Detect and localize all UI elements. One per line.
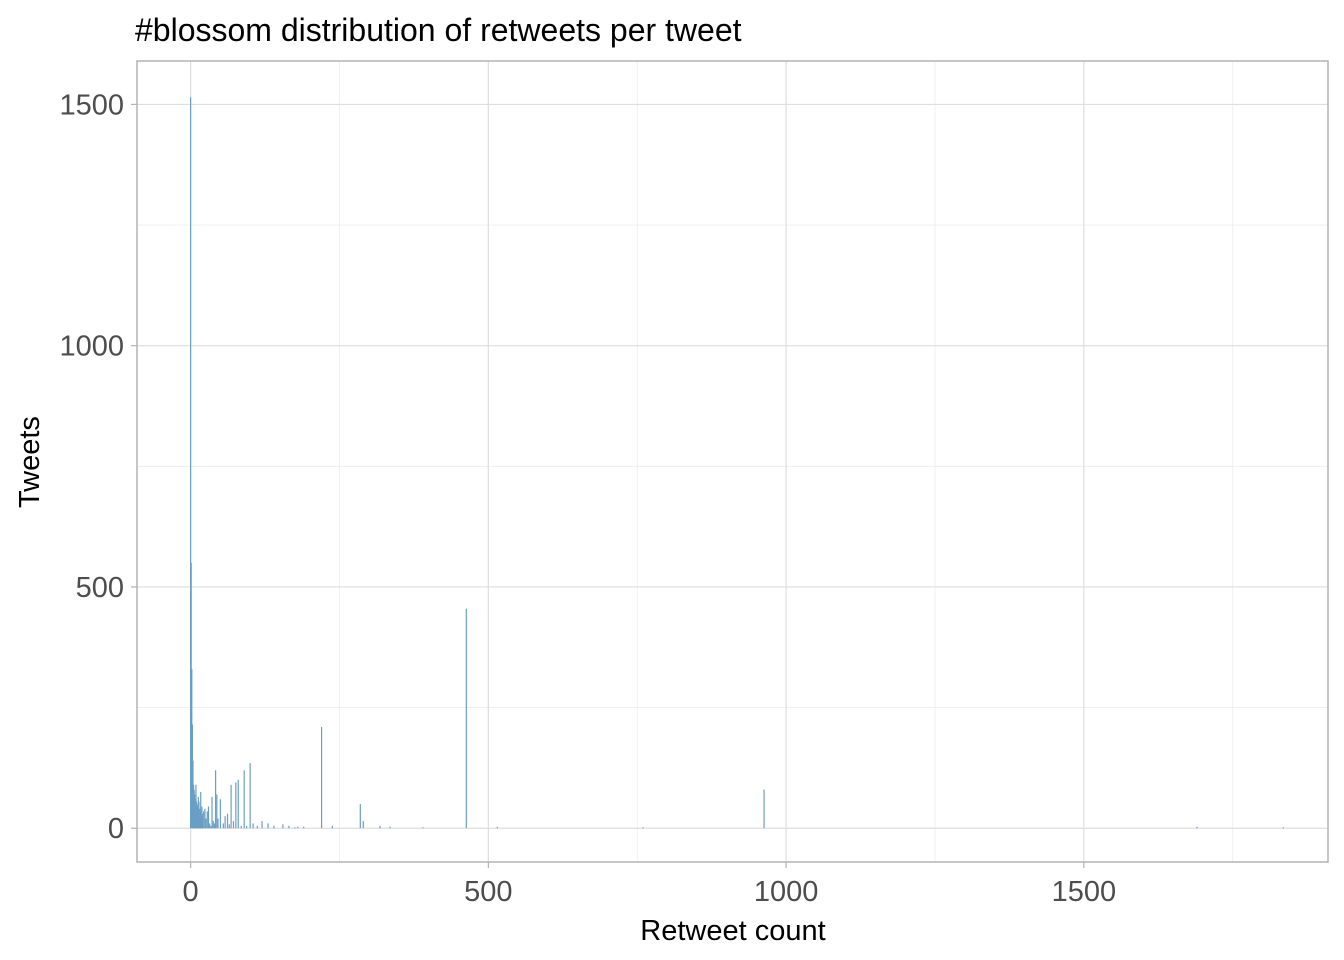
bar (1282, 827, 1284, 829)
plot-panel (136, 60, 1329, 863)
bar (216, 794, 218, 829)
bar (379, 825, 381, 829)
y-axis-title: Tweets (14, 416, 46, 508)
bar (206, 811, 208, 829)
bar-series (190, 97, 1284, 829)
bar (249, 763, 251, 829)
bar (224, 816, 226, 829)
bar (267, 823, 269, 829)
bar (256, 825, 258, 829)
bar (230, 784, 232, 829)
bar (203, 811, 205, 829)
y-tick-label: 0 (108, 813, 124, 845)
bar (217, 818, 219, 829)
bar (235, 782, 237, 829)
bar (205, 818, 207, 829)
bar (359, 804, 361, 829)
x-tick-label: 0 (183, 876, 199, 908)
bar (422, 827, 424, 829)
bar (297, 826, 299, 829)
y-axis-tick-labels: 0 500 1000 1500 (59, 89, 124, 845)
bar (212, 820, 214, 829)
bar (209, 823, 211, 829)
bar (237, 779, 239, 829)
bar (211, 796, 213, 829)
axis-ticks (131, 103, 1085, 868)
bar (465, 608, 467, 829)
bar (200, 792, 202, 829)
bar (303, 826, 305, 829)
chart-title: #blossom distribution of retweets per tw… (135, 12, 742, 48)
x-tick-label: 500 (464, 876, 512, 908)
x-axis-tick-labels: 0 500 1000 1500 (183, 876, 1117, 908)
bar (240, 825, 242, 829)
bar (294, 827, 296, 829)
y-tick-label: 500 (76, 572, 124, 604)
bar (210, 825, 212, 829)
grid-lines (137, 61, 1328, 862)
bar (201, 813, 204, 829)
bar (207, 806, 210, 829)
bar (204, 808, 206, 829)
bar (273, 825, 275, 829)
bar (232, 820, 235, 829)
y-tick-label: 1500 (59, 89, 124, 121)
bar (1196, 826, 1198, 829)
bar (496, 826, 498, 829)
bar (197, 806, 199, 829)
bar (222, 823, 224, 829)
bar (226, 813, 229, 829)
bar (219, 799, 221, 829)
bar (642, 827, 644, 829)
bar (389, 826, 391, 829)
bar (195, 801, 198, 829)
bar (362, 820, 364, 829)
x-axis-title: Retweet count (640, 915, 825, 947)
bar (243, 770, 245, 829)
bar (228, 824, 230, 829)
bar (252, 823, 254, 829)
bar (261, 820, 263, 829)
bar (331, 825, 333, 829)
bar (190, 97, 192, 829)
y-tick-label: 1000 (59, 331, 124, 363)
bar (321, 726, 323, 829)
bar (763, 789, 765, 829)
bar (288, 825, 290, 829)
bar (282, 824, 284, 829)
x-tick-label: 1000 (754, 876, 819, 908)
bar (215, 770, 217, 829)
x-tick-label: 1500 (1052, 876, 1117, 908)
bar (213, 823, 216, 829)
bar (245, 825, 248, 829)
